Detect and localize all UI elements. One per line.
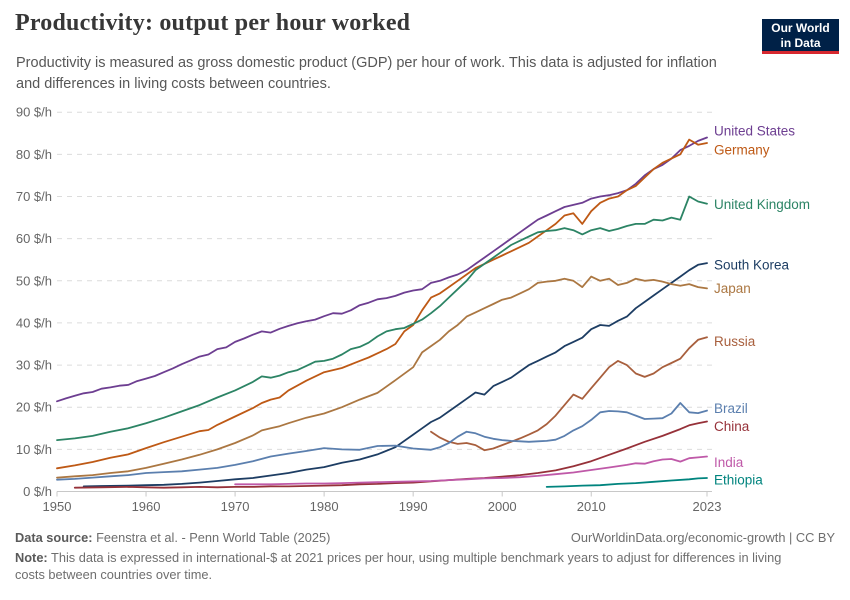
y-tick-label-30: 30 $/h: [16, 358, 52, 373]
series-line-united-states[interactable]: [56, 136, 708, 403]
x-tick-label-1980: 1980: [310, 499, 339, 514]
series-label-united-states[interactable]: United States: [714, 123, 795, 138]
series-line-japan[interactable]: [56, 275, 708, 479]
y-tick-label-60: 60 $/h: [16, 231, 52, 246]
y-tick-label-90: 90 $/h: [16, 105, 52, 120]
series-line-china[interactable]: [73, 420, 708, 489]
footer-row: Data source: Feenstra et al. - Penn Worl…: [15, 530, 835, 545]
x-tick-label-2010: 2010: [577, 499, 606, 514]
y-tick-label-0: 0 $/h: [23, 484, 52, 499]
series-label-russia[interactable]: Russia: [714, 334, 756, 349]
series-label-brazil[interactable]: Brazil: [714, 401, 748, 416]
series-line-south-korea[interactable]: [82, 262, 708, 488]
owid-logo[interactable]: Our World in Data: [762, 19, 839, 54]
series-label-south-korea[interactable]: South Korea: [714, 258, 790, 273]
footer-note: Note: This data is expressed in internat…: [15, 550, 782, 582]
x-tick-label-1960: 1960: [132, 499, 161, 514]
y-tick-label-20: 20 $/h: [16, 400, 52, 415]
y-tick-label-70: 70 $/h: [16, 189, 52, 204]
owid-logo-line1: Our World: [771, 21, 830, 35]
productivity-line-chart: 0 $/h 10 $/h 20 $/h 30 $/h 40 $/h 50 $/h 60 $/…: [16, 105, 810, 514]
page-title: Productivity: output per hour worked: [15, 10, 411, 36]
y-tick-label-80: 80 $/h: [16, 147, 52, 162]
owid-link[interactable]: OurWorldinData.org/economic-growth | CC …: [570, 530, 835, 545]
x-tick-label-2000: 2000: [488, 499, 517, 514]
chart-subtitle-line1: Productivity is measured as gross domest…: [16, 55, 717, 71]
data-source-text: Data source: Feenstra et al. - Penn Worl…: [15, 530, 331, 545]
series-line-brazil[interactable]: [56, 402, 708, 481]
series-line-united-kingdom[interactable]: [56, 195, 708, 442]
x-tick-label-1990: 1990: [399, 499, 428, 514]
y-tick-label-10: 10 $/h: [16, 442, 52, 457]
series-line-russia[interactable]: [430, 336, 708, 452]
series-line-india[interactable]: [234, 455, 708, 486]
series-label-india[interactable]: India: [714, 455, 744, 470]
y-tick-label-50: 50 $/h: [16, 273, 52, 288]
owid-logo-line2: in Data: [780, 36, 821, 50]
series-label-germany[interactable]: Germany: [714, 142, 770, 157]
series-line-germany[interactable]: [56, 138, 708, 470]
x-tick-label-1970: 1970: [221, 499, 250, 514]
y-tick-label-40: 40 $/h: [16, 315, 52, 330]
series-line-ethiopia[interactable]: [545, 477, 708, 488]
series-label-china[interactable]: China: [714, 419, 750, 434]
chart-subtitle-line2: and differences in living costs between …: [16, 76, 331, 92]
series-label-united-kingdom[interactable]: United Kingdom: [714, 197, 810, 212]
series-label-japan[interactable]: Japan: [714, 281, 751, 296]
x-tick-label-1950: 1950: [43, 499, 72, 514]
series-label-ethiopia[interactable]: Ethiopia: [714, 473, 763, 488]
x-tick-label-2023: 2023: [693, 499, 722, 514]
